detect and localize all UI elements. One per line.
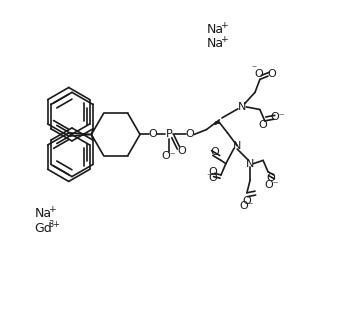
Text: O: O bbox=[267, 173, 275, 183]
Text: O⁻: O⁻ bbox=[240, 202, 254, 211]
Text: Na: Na bbox=[206, 23, 223, 36]
Text: O⁻: O⁻ bbox=[162, 152, 177, 161]
Text: N: N bbox=[246, 159, 255, 168]
Text: 3+: 3+ bbox=[48, 220, 60, 229]
Text: N: N bbox=[238, 102, 246, 112]
Text: ⁻: ⁻ bbox=[252, 65, 257, 75]
Text: +: + bbox=[220, 35, 228, 44]
Text: O⁻: O⁻ bbox=[264, 180, 279, 190]
Text: +: + bbox=[220, 21, 228, 30]
Text: O: O bbox=[149, 130, 157, 139]
Text: Na: Na bbox=[35, 207, 52, 220]
Text: ⁻: ⁻ bbox=[206, 173, 211, 182]
Text: +: + bbox=[48, 205, 56, 214]
Text: P: P bbox=[166, 130, 173, 139]
Text: O: O bbox=[254, 69, 263, 78]
Text: O: O bbox=[209, 167, 217, 177]
Text: O: O bbox=[268, 69, 277, 78]
Text: O: O bbox=[186, 130, 195, 139]
Text: O⁻: O⁻ bbox=[270, 112, 285, 122]
Text: O: O bbox=[177, 146, 186, 156]
Text: O: O bbox=[210, 147, 219, 157]
Text: N: N bbox=[233, 141, 242, 151]
Text: Gd: Gd bbox=[35, 222, 52, 235]
Text: O: O bbox=[243, 196, 251, 206]
Text: Na: Na bbox=[206, 37, 223, 50]
Text: O: O bbox=[259, 120, 268, 130]
Text: O: O bbox=[209, 173, 217, 182]
